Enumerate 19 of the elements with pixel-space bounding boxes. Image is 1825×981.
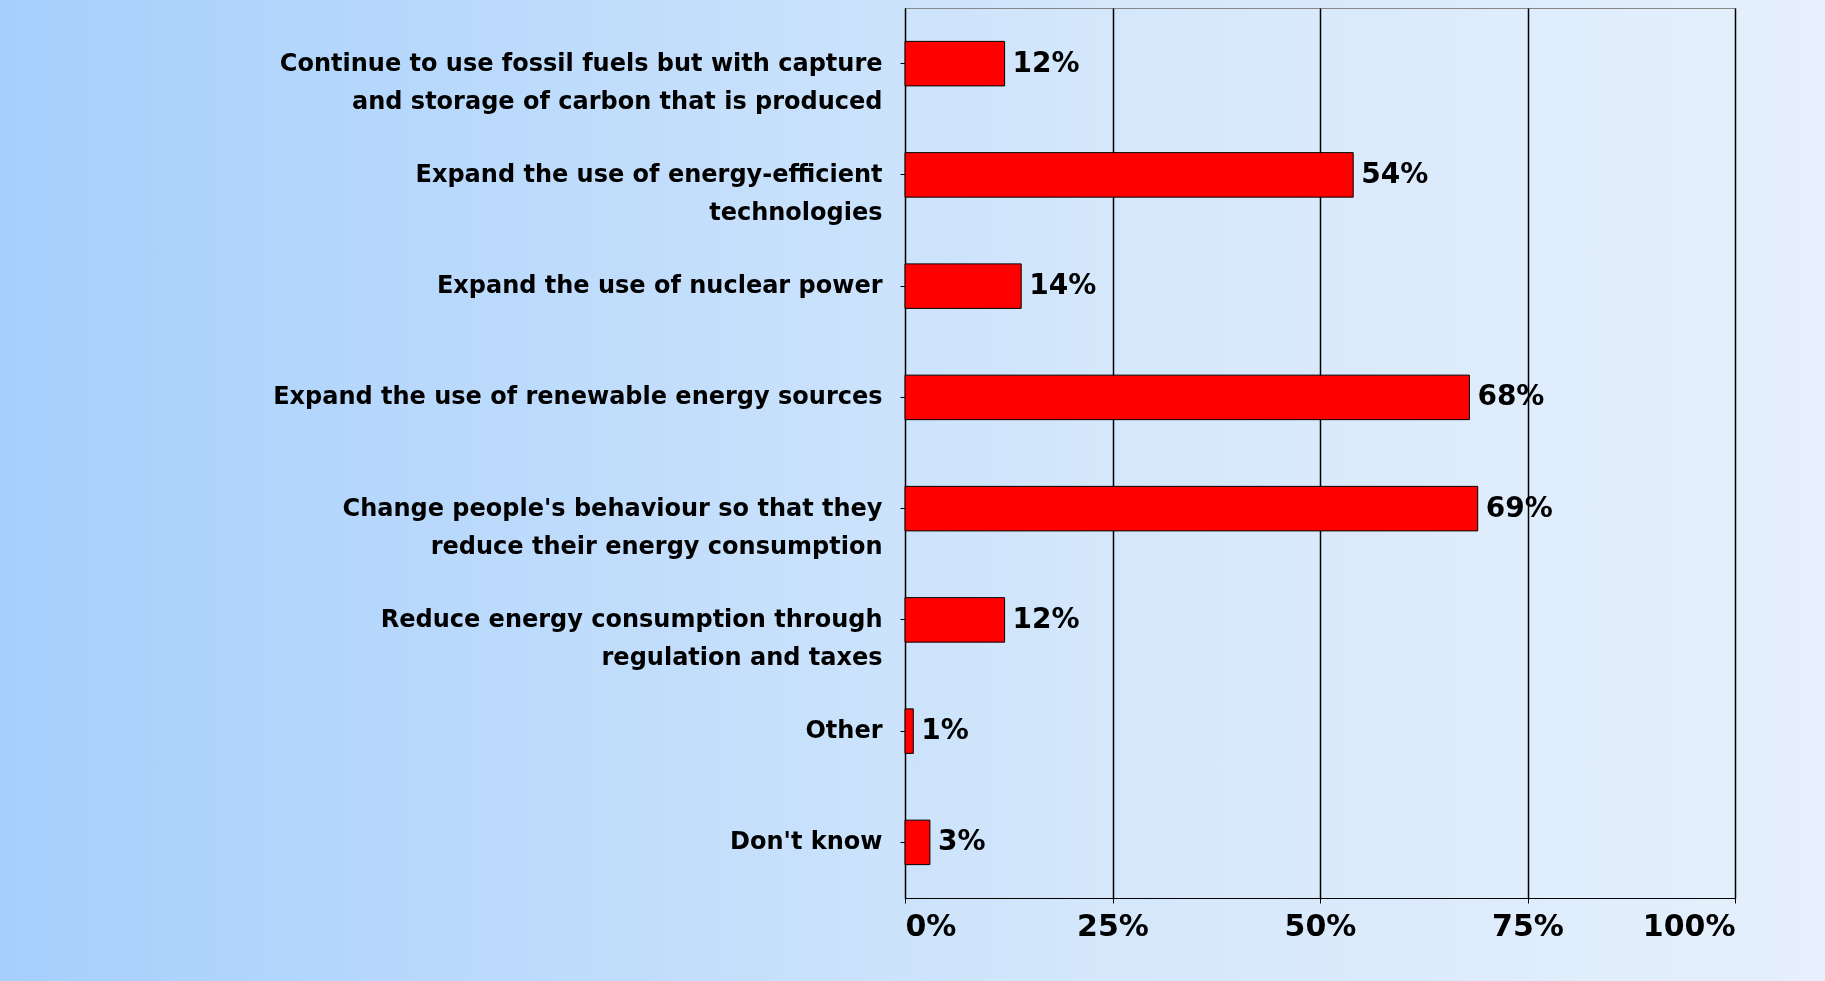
x-tick-label: 75% (1492, 907, 1564, 943)
y-tick-label: Reduce energy consumption through regulation and taxes (380, 604, 883, 671)
data-label: 1% (921, 713, 969, 747)
y-tick-label: Don't know (730, 827, 883, 856)
x-tick-label: 0% (905, 907, 957, 943)
x-tick-label: 50% (1284, 907, 1357, 943)
y-tick-label: Continue to use fossil fuels but with capture and storage of carbon that is produced (279, 48, 883, 115)
x-tick-label: 100% (1642, 907, 1736, 943)
data-label: 14% (1029, 268, 1097, 302)
y-tick-label: Expand the use of nuclear power (436, 271, 883, 300)
data-label: 3% (937, 824, 986, 858)
y-tick-label: Expand the use of energy-efficient technologies (415, 159, 883, 226)
x-tick-label: 25% (1077, 907, 1149, 943)
y-tick-label: Expand the use of renewable energy sources (273, 382, 883, 411)
y-tick-label: Change people's behaviour so that they reduce their energy consumption (342, 493, 883, 560)
data-label: 12% (1012, 45, 1080, 79)
data-label: 12% (1012, 601, 1080, 635)
data-label: 54% (1361, 156, 1429, 190)
y-tick-label: Other (805, 716, 883, 745)
